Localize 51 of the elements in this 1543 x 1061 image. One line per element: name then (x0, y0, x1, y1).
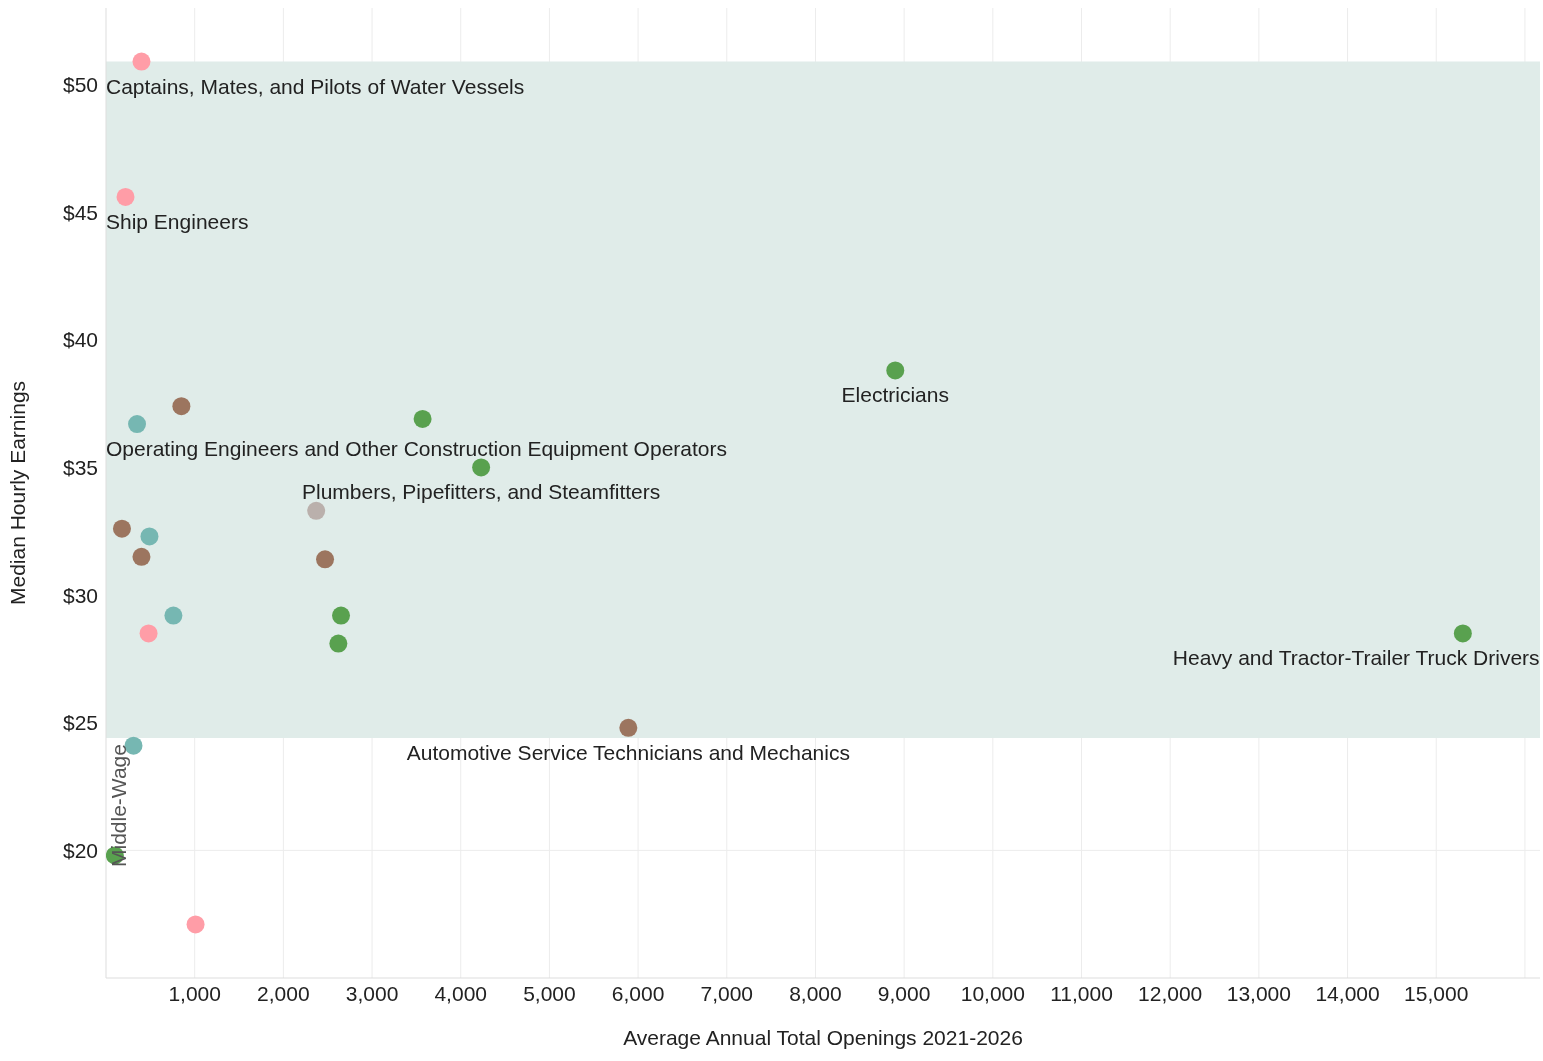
y-tick-label: $20 (62, 838, 98, 862)
annotation: Plumbers, Pipefitters, and Steamfitters (301, 480, 661, 504)
point (128, 415, 147, 434)
x-tick-label: 10,000 (960, 981, 1025, 1005)
y-tick-label: $25 (62, 711, 98, 735)
x-tick-label: 2,000 (257, 981, 310, 1005)
y-tick-label: $40 (62, 328, 98, 352)
point (1453, 624, 1472, 643)
y-tick-label: $35 (62, 455, 98, 479)
point (472, 458, 491, 477)
x-tick-label: 14,000 (1315, 981, 1380, 1005)
x-tick-label: 12,000 (1138, 981, 1203, 1005)
point (186, 915, 205, 934)
point (413, 409, 432, 428)
x-tick-label: 11,000 (1050, 981, 1113, 1005)
annotation: Electricians (841, 383, 949, 407)
x-tick-label: 13,000 (1226, 981, 1291, 1005)
point (132, 547, 151, 566)
y-axis-title: Median Hourly Earnings (6, 380, 30, 606)
x-tick-label: 4,000 (434, 981, 488, 1005)
point (329, 634, 348, 653)
band-label: Middle-Wage (107, 744, 130, 867)
x-tick-label: 1,000 (168, 981, 221, 1005)
point (316, 550, 335, 569)
y-tick-label: $30 (62, 583, 98, 607)
point (164, 606, 183, 625)
point (132, 52, 151, 71)
annotation: Heavy and Tractor-Trailer Truck Drivers (1172, 646, 1540, 670)
x-tick-label: 7,000 (700, 981, 754, 1005)
point (619, 718, 638, 737)
point (332, 606, 351, 625)
x-tick-label: 8,000 (789, 981, 842, 1005)
point (886, 361, 905, 380)
point (116, 187, 135, 206)
point (172, 397, 191, 416)
annotation: Captains, Mates, and Pilots of Water Vessels (106, 74, 525, 98)
point (140, 527, 159, 546)
point (112, 519, 131, 538)
x-tick-label: 9,000 (877, 981, 931, 1005)
point (139, 624, 158, 643)
annotation: Automotive Service Technicians and Mechanics (406, 740, 850, 764)
x-tick-label: 5,000 (523, 981, 576, 1005)
annotation: Ship Engineers (105, 209, 249, 233)
x-tick-label: 15,000 (1404, 981, 1469, 1005)
y-tick-label: $45 (62, 200, 98, 224)
point (307, 501, 326, 520)
annotation: Operating Engineers and Other Construction Equipment Operators (106, 437, 728, 461)
x-tick-label: 3,000 (345, 981, 399, 1005)
x-axis-title: Average Annual Total Openings 2021-2026 (623, 1026, 1023, 1049)
x-tick-label: 6,000 (611, 981, 665, 1005)
y-tick-label: $50 (62, 73, 98, 97)
